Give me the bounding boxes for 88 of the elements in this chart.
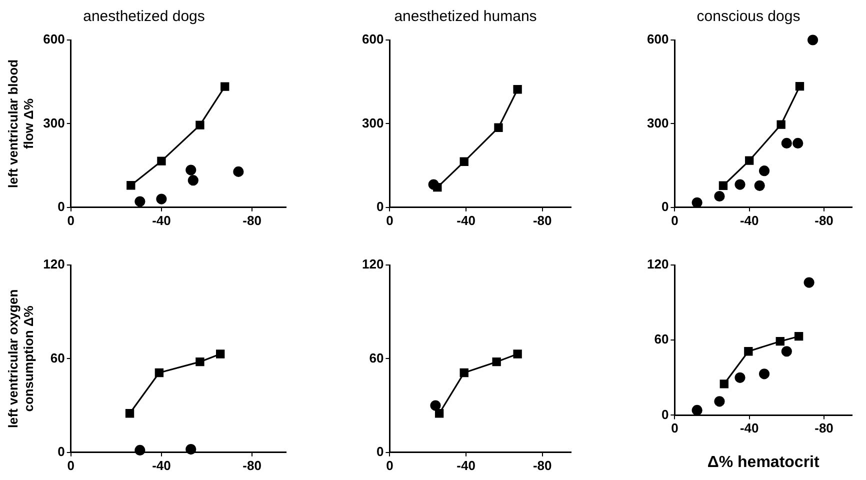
point	[220, 82, 230, 91]
point	[134, 196, 146, 207]
y-tick-label: 60	[654, 332, 669, 347]
point	[156, 194, 167, 204]
point	[233, 166, 244, 177]
y-tick-label: 120	[362, 256, 384, 272]
point	[692, 404, 702, 416]
x-tick-label: 0	[671, 420, 678, 436]
point	[781, 346, 792, 357]
y-tick-label: 600	[43, 32, 65, 47]
x-tick-label: 0	[386, 458, 394, 473]
point	[720, 380, 728, 388]
point	[744, 347, 753, 356]
point	[434, 409, 444, 418]
point	[126, 181, 136, 190]
point	[460, 157, 468, 166]
y-axis-title: left ventricular blood flow Δ%	[5, 59, 36, 188]
point	[734, 179, 746, 190]
y-tick-label: 300	[43, 115, 65, 130]
x-tick-label: -40	[456, 212, 476, 228]
x-axis-title: Δ% hematocrit	[707, 454, 820, 471]
point	[754, 180, 765, 191]
point	[513, 350, 522, 358]
x-tick-label: -80	[242, 212, 262, 228]
y-tick-label: 600	[646, 32, 669, 47]
chart-title: anesthetized dogs	[83, 8, 205, 26]
point	[714, 190, 725, 202]
point	[134, 444, 146, 456]
y-tick-label: 60	[369, 350, 384, 366]
point	[808, 34, 818, 46]
point	[745, 156, 754, 165]
point	[776, 337, 784, 346]
y-tick-label: 0	[376, 198, 384, 214]
y-tick-label: 600	[362, 32, 384, 47]
x-tick-label: -80	[532, 458, 552, 473]
y-tick-label: 0	[58, 444, 65, 459]
x-tick-label: -80	[814, 420, 834, 436]
point	[196, 357, 204, 366]
point	[758, 166, 770, 176]
y-tick-label: 0	[661, 406, 669, 422]
y-tick-label: 0	[58, 198, 65, 214]
point	[758, 368, 770, 380]
point	[492, 357, 501, 366]
point	[196, 120, 204, 130]
y-axis-title: left ventricular oxygen consumption Δ%	[5, 289, 36, 428]
x-tick-label: -80	[242, 458, 262, 473]
x-tick-label: -40	[740, 212, 759, 228]
point	[718, 181, 728, 190]
y-tick-label: 0	[376, 444, 384, 459]
point	[188, 175, 198, 186]
point	[157, 156, 166, 166]
x-tick-label: 0	[386, 212, 394, 228]
point	[795, 82, 804, 91]
y-tick-label: 300	[646, 115, 669, 130]
x-tick-label: 0	[67, 458, 75, 473]
x-tick-label: 0	[67, 212, 75, 228]
point	[734, 372, 746, 383]
x-tick-label: 0	[671, 212, 678, 228]
chart-title: conscious dogs	[696, 8, 800, 26]
x-tick-label: -40	[740, 420, 759, 436]
x-tick-label: -40	[152, 212, 171, 228]
point	[781, 138, 792, 149]
point	[794, 332, 804, 341]
point	[714, 396, 725, 407]
y-tick-label: 60	[50, 350, 65, 366]
y-tick-label: 120	[646, 256, 669, 272]
x-tick-label: -80	[814, 212, 834, 228]
y-tick-label: 300	[362, 115, 384, 130]
point	[216, 350, 225, 358]
point	[125, 409, 134, 418]
point	[154, 368, 164, 378]
point	[460, 368, 468, 378]
x-tick-label: -40	[152, 458, 171, 473]
point	[433, 182, 442, 192]
chart-title: anesthetized humans	[394, 8, 537, 26]
point	[692, 197, 702, 208]
y-tick-label: 120	[43, 256, 65, 272]
point	[494, 123, 503, 132]
x-tick-label: -80	[532, 212, 552, 228]
point	[513, 85, 522, 94]
y-tick-label: 0	[661, 198, 669, 214]
point	[792, 138, 804, 149]
point	[430, 400, 441, 411]
point	[186, 444, 196, 455]
x-tick-label: -40	[456, 458, 476, 473]
point	[186, 164, 196, 176]
point	[804, 277, 814, 288]
point	[776, 120, 786, 129]
